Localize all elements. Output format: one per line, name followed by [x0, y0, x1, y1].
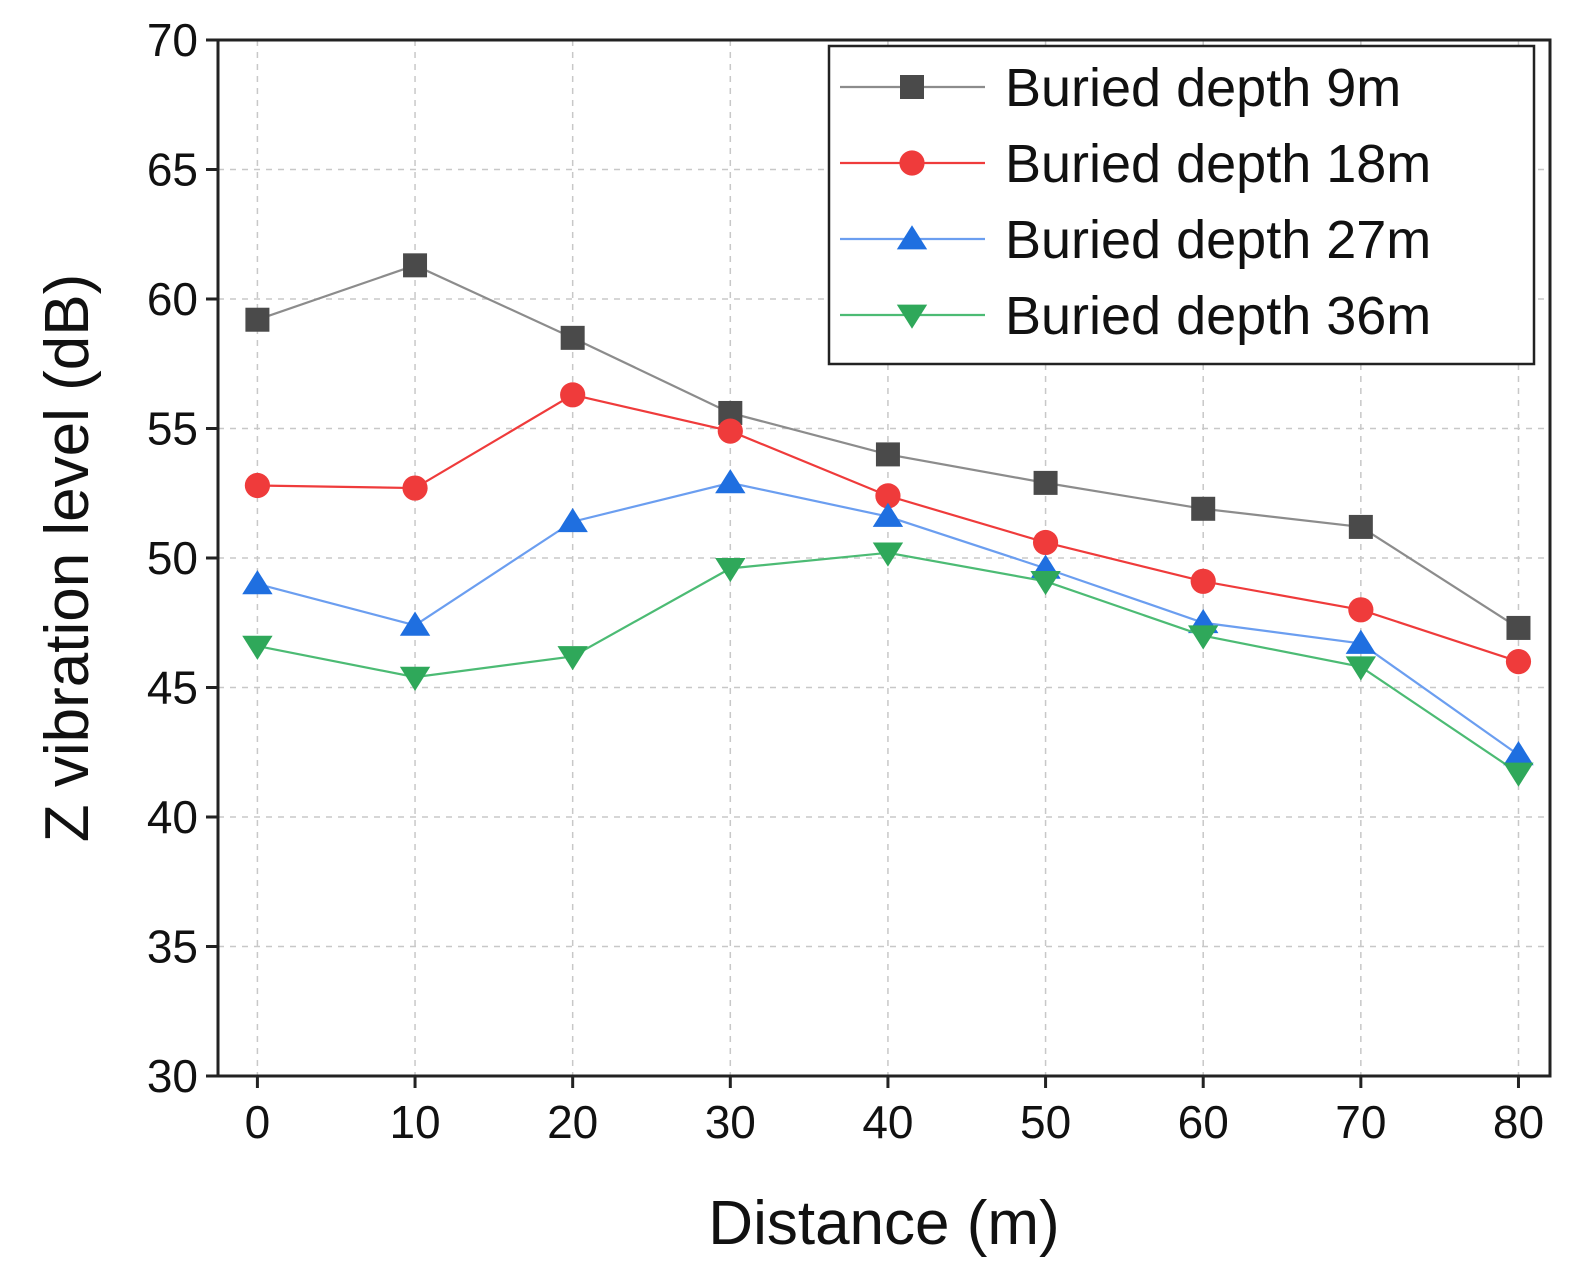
data-point: [399, 666, 431, 691]
data-point: [1191, 496, 1216, 521]
data-point: [875, 442, 900, 467]
data-point: [1032, 529, 1059, 556]
legend-marker: [900, 75, 924, 99]
data-point: [245, 307, 270, 332]
data-point: [560, 382, 586, 408]
legend: Buried depth 9m Buried depth 18m Buried de…: [827, 44, 1536, 366]
data-point: [875, 483, 901, 509]
x-tick-label: 10: [389, 1096, 440, 1148]
data-point: [1348, 514, 1373, 539]
x-tick-label: 70: [1335, 1096, 1386, 1148]
legend-label: Buried depth 27m: [1005, 210, 1431, 270]
data-point: [1506, 615, 1531, 640]
legend-entry: Buried depth 36m: [840, 286, 1431, 346]
data-point: [403, 253, 428, 278]
y-tick-label: 30: [147, 1050, 198, 1102]
y-tick-label: 65: [147, 144, 198, 196]
data-point: [715, 558, 746, 583]
legend-marker: [896, 225, 928, 250]
data-point: [399, 611, 431, 636]
data-point: [1188, 625, 1219, 650]
series-1: [245, 253, 1531, 640]
legend-marker: [899, 150, 925, 176]
axis-ticks: 0 10 20 30 40 50 60 70 80 30 35 40 45 50 55 60 65 70: [147, 14, 1544, 1148]
x-tick-label: 80: [1493, 1096, 1544, 1148]
data-point: [1503, 762, 1534, 787]
data-point: [557, 646, 588, 671]
series-2: [244, 382, 1532, 675]
y-axis-title: Z vibration level (dB): [33, 274, 102, 843]
x-tick-label: 30: [705, 1096, 756, 1148]
x-tick-label: 0: [245, 1096, 271, 1148]
x-axis-title: Distance (m): [708, 1189, 1059, 1258]
y-tick-label: 70: [147, 14, 198, 66]
legend-marker: [896, 304, 928, 329]
legend-entry: Buried depth 27m: [840, 210, 1431, 270]
series-4: [242, 542, 1534, 787]
y-tick-label: 60: [147, 273, 198, 325]
legend-entry: Buried depth 18m: [840, 134, 1431, 194]
data-point: [242, 570, 273, 595]
data-point: [242, 635, 273, 660]
series-layer: [242, 253, 1534, 787]
data-point: [1345, 656, 1377, 681]
data-point: [872, 502, 904, 527]
data-point: [872, 542, 904, 567]
data-point: [244, 472, 271, 499]
x-tick-label: 50: [1020, 1096, 1071, 1148]
x-tick-label: 20: [547, 1096, 598, 1148]
data-point: [402, 475, 428, 501]
data-point: [1030, 570, 1061, 596]
data-point: [1348, 597, 1374, 623]
legend-entry: Buried depth 9m: [840, 58, 1401, 118]
data-point: [1190, 568, 1216, 594]
legend-box: [827, 44, 1536, 366]
data-point: [557, 507, 588, 533]
data-point: [1345, 629, 1377, 654]
legend-label: Buried depth 9m: [1005, 58, 1401, 118]
y-tick-label: 40: [147, 791, 198, 843]
data-point: [560, 325, 585, 350]
data-point: [1503, 741, 1534, 766]
y-tick-label: 35: [147, 921, 198, 973]
y-tick-label: 45: [147, 662, 198, 714]
x-tick-label: 40: [862, 1096, 913, 1148]
data-point: [1033, 470, 1058, 495]
data-point: [715, 469, 746, 494]
legend-label: Buried depth 36m: [1005, 286, 1431, 346]
y-tick-label: 50: [147, 532, 198, 584]
legend-label: Buried depth 18m: [1005, 134, 1431, 194]
data-point: [1505, 649, 1532, 675]
series-3: [242, 469, 1534, 766]
data-point: [717, 418, 743, 444]
x-tick-label: 60: [1178, 1096, 1229, 1148]
y-tick-label: 55: [147, 403, 198, 455]
